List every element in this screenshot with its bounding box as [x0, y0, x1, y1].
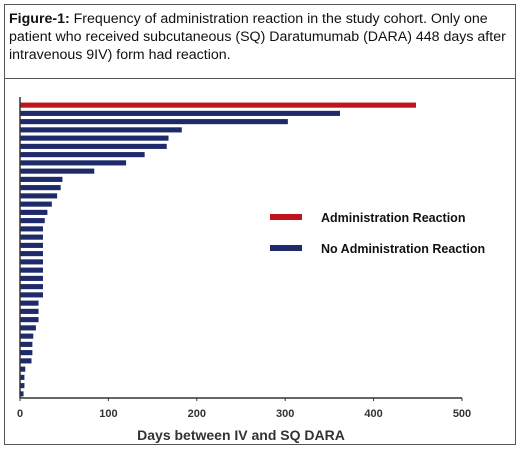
figure-frame — [4, 4, 516, 445]
bar-no-reaction — [20, 259, 43, 265]
bar-no-reaction — [20, 185, 61, 191]
bar-no-reaction — [20, 391, 24, 397]
bar-no-reaction — [20, 325, 36, 331]
figure-caption: Figure-1: Frequency of administration re… — [9, 10, 509, 64]
caption-divider — [5, 78, 515, 79]
bar-no-reaction — [20, 110, 341, 116]
bar-no-reaction — [20, 333, 34, 339]
legend-label: Administration Reaction — [321, 211, 465, 225]
bar-group — [20, 102, 417, 397]
legend: Administration Reaction No Administration… — [270, 211, 485, 256]
bar-no-reaction — [20, 160, 127, 166]
bar-no-reaction — [20, 358, 32, 364]
bar-no-reaction — [20, 267, 43, 273]
bar-no-reaction — [20, 143, 167, 149]
bar-no-reaction — [20, 193, 58, 199]
bar-no-reaction — [20, 201, 52, 207]
bar-no-reaction — [20, 300, 39, 306]
caption-text: Frequency of administration reaction in … — [9, 11, 506, 63]
x-axis-label: Days between IV and SQ DARA — [137, 427, 345, 443]
bar-no-reaction — [20, 383, 25, 389]
bar-no-reaction — [20, 119, 288, 125]
legend-swatch — [270, 214, 302, 220]
x-tick-label: 200 — [188, 408, 206, 420]
x-ticks: 0 100 200 300 400 500 — [17, 398, 471, 420]
bar-no-reaction — [20, 317, 39, 323]
bar-no-reaction — [20, 234, 43, 240]
bar-no-reaction — [20, 275, 43, 281]
bar-no-reaction — [20, 350, 33, 356]
legend-label: No Administration Reaction — [321, 242, 485, 256]
x-tick-label: 100 — [99, 408, 117, 420]
bar-no-reaction — [20, 374, 25, 380]
x-tick-label: 0 — [17, 408, 23, 420]
bar-no-reaction — [20, 341, 33, 347]
bar-no-reaction — [20, 292, 43, 298]
x-tick-label: 500 — [453, 408, 471, 420]
bar-no-reaction — [20, 242, 43, 248]
legend-swatch — [270, 245, 302, 251]
bar-no-reaction — [20, 168, 95, 174]
bar-no-reaction — [20, 176, 63, 182]
caption-label: Figure-1: — [9, 11, 70, 27]
x-tick-label: 400 — [364, 408, 382, 420]
bar-reaction — [20, 102, 417, 108]
bar-no-reaction — [20, 284, 43, 290]
x-tick-label: 300 — [276, 408, 294, 420]
bar-no-reaction — [20, 209, 48, 215]
axes — [19, 97, 462, 399]
bar-no-reaction — [20, 127, 182, 133]
bar-no-reaction — [20, 218, 45, 224]
bar-no-reaction — [20, 135, 169, 141]
bar-no-reaction — [20, 308, 39, 314]
bar-no-reaction — [20, 251, 43, 257]
bar-no-reaction — [20, 226, 43, 232]
bar-no-reaction — [20, 152, 145, 158]
bar-no-reaction — [20, 366, 26, 372]
